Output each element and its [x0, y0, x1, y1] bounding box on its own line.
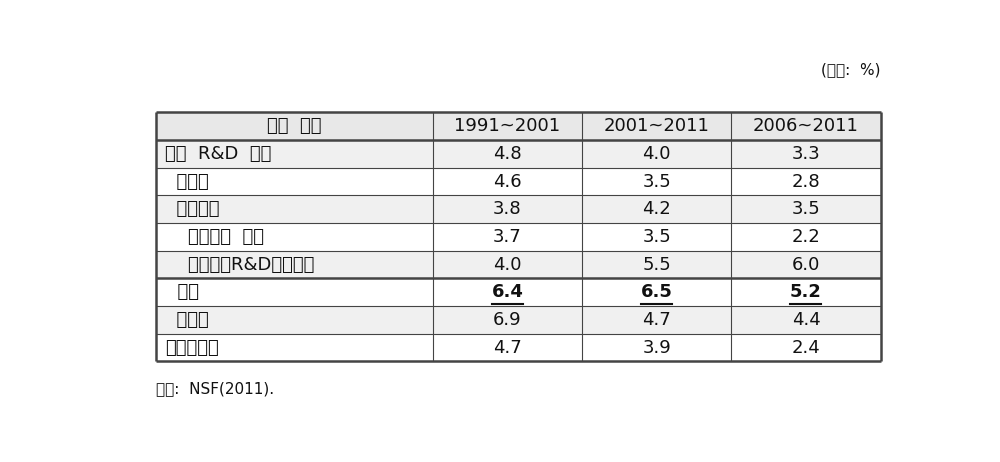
Text: 자료:  NSF(2011).: 자료: NSF(2011).: [156, 381, 274, 396]
Text: 3.7: 3.7: [493, 228, 522, 246]
Bar: [731, 195, 881, 223]
Bar: [731, 140, 881, 168]
Bar: [433, 334, 582, 361]
Bar: [156, 140, 433, 168]
Bar: [156, 334, 433, 361]
Text: 2.4: 2.4: [792, 339, 820, 357]
Text: 연방정부  내부: 연방정부 내부: [165, 228, 264, 246]
Bar: [156, 112, 433, 140]
Bar: [731, 251, 881, 279]
Text: 4.6: 4.6: [493, 172, 522, 190]
Bar: [433, 168, 582, 195]
Text: 3.5: 3.5: [642, 172, 671, 190]
Bar: [582, 140, 731, 168]
Text: 5.2: 5.2: [790, 283, 822, 301]
Text: 4.8: 4.8: [493, 145, 522, 163]
Bar: [582, 279, 731, 306]
Bar: [582, 168, 731, 195]
Text: 전체  R&D  지출: 전체 R&D 지출: [165, 145, 272, 163]
Bar: [731, 334, 881, 361]
Bar: [156, 251, 433, 279]
Text: 3.3: 3.3: [792, 145, 820, 163]
Bar: [731, 112, 881, 140]
Bar: [582, 334, 731, 361]
Bar: [582, 306, 731, 334]
Text: 대학: 대학: [165, 283, 199, 301]
Bar: [731, 279, 881, 306]
Text: 2.8: 2.8: [792, 172, 820, 190]
Bar: [156, 195, 433, 223]
Bar: [731, 223, 881, 251]
Bar: [433, 251, 582, 279]
Bar: [433, 112, 582, 140]
Text: 6.9: 6.9: [493, 311, 522, 329]
Text: 1991~2001: 1991~2001: [454, 117, 560, 135]
Bar: [156, 223, 433, 251]
Bar: [433, 306, 582, 334]
Text: 연방정부R&D지원센터: 연방정부R&D지원센터: [165, 255, 315, 274]
Text: 연방정부: 연방정부: [165, 200, 220, 218]
Text: 기간  구분: 기간 구분: [267, 117, 322, 135]
Text: 기업체: 기업체: [165, 172, 209, 190]
Text: 5.5: 5.5: [642, 255, 671, 274]
Text: 기업체: 기업체: [165, 311, 209, 329]
Bar: [731, 168, 881, 195]
Text: 2.2: 2.2: [792, 228, 820, 246]
Bar: [582, 223, 731, 251]
Bar: [156, 279, 433, 306]
Text: 4.2: 4.2: [642, 200, 671, 218]
Text: 4.7: 4.7: [642, 311, 671, 329]
Text: 3.8: 3.8: [493, 200, 522, 218]
Text: 3.5: 3.5: [642, 228, 671, 246]
Text: 국내총생산: 국내총생산: [165, 339, 219, 357]
Bar: [156, 306, 433, 334]
Bar: [433, 279, 582, 306]
Text: 6.5: 6.5: [641, 283, 673, 301]
Text: 2001~2011: 2001~2011: [604, 117, 710, 135]
Bar: [731, 306, 881, 334]
Bar: [433, 140, 582, 168]
Text: 4.0: 4.0: [493, 255, 522, 274]
Bar: [582, 112, 731, 140]
Text: 4.7: 4.7: [493, 339, 522, 357]
Bar: [582, 195, 731, 223]
Text: 4.4: 4.4: [792, 311, 820, 329]
Text: 2006~2011: 2006~2011: [753, 117, 859, 135]
Text: 3.9: 3.9: [642, 339, 671, 357]
Bar: [582, 251, 731, 279]
Text: 6.0: 6.0: [792, 255, 820, 274]
Text: 4.0: 4.0: [642, 145, 671, 163]
Text: 6.4: 6.4: [491, 283, 523, 301]
Text: (단위:  %): (단위: %): [821, 62, 881, 77]
Bar: [433, 223, 582, 251]
Bar: [156, 168, 433, 195]
Bar: [433, 195, 582, 223]
Text: 3.5: 3.5: [792, 200, 820, 218]
